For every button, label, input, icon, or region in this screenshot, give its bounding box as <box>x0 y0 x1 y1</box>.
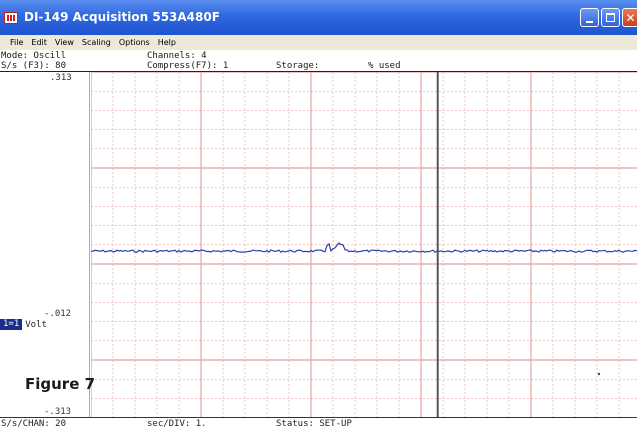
compress-readout[interactable]: Compress(F7): 1 <box>147 61 229 71</box>
channels-readout: Channels: 4 <box>147 51 207 61</box>
title-bar: DI-149 Acquisition 553A480F ✕ <box>0 0 637 35</box>
menu-bar: File Edit View Scaling Options Help <box>0 35 637 50</box>
samples-per-channel: S/s/CHAN: 20 <box>1 419 67 429</box>
sec-per-div: sec/DIV: 1. <box>147 419 207 429</box>
mode-readout: Mode: Oscill <box>1 51 67 61</box>
minimize-icon <box>586 20 593 23</box>
app-grid-icon[interactable] <box>4 12 18 24</box>
close-icon: ✕ <box>625 10 636 25</box>
figure-label: Figure 7 <box>25 375 96 393</box>
maximize-icon <box>606 13 615 22</box>
menu-view[interactable]: View <box>54 38 74 47</box>
maximize-button[interactable] <box>601 8 620 27</box>
status-bar: S/s/CHAN: 20 sec/DIV: 1. Status: SET-UP <box>0 417 637 429</box>
minimize-button[interactable] <box>580 8 599 27</box>
oscilloscope-plot[interactable] <box>91 72 637 417</box>
storage-used-label: % used <box>368 61 401 71</box>
menu-options[interactable]: Options <box>118 38 150 47</box>
menu-file[interactable]: File <box>10 38 24 47</box>
scale-bottom-value: -.313 <box>44 407 72 417</box>
channel-number: 1=1 <box>0 319 23 330</box>
storage-label: Storage: <box>276 61 320 71</box>
marker-dot <box>597 372 601 376</box>
scale-pane: .313 -.012 1=1 Volt -.313 <box>0 72 90 417</box>
window-title: DI-149 Acquisition 553A480F <box>24 10 220 24</box>
sample-rate-readout[interactable]: S/s (F3): 80 <box>1 61 67 71</box>
channel-label[interactable]: 1=1 Volt <box>0 318 48 331</box>
menu-help[interactable]: Help <box>157 38 176 47</box>
plot-canvas <box>91 72 637 417</box>
menu-scaling[interactable]: Scaling <box>81 38 111 47</box>
signal-trace <box>91 242 637 253</box>
scale-top-value: .313 <box>50 73 72 83</box>
status-state: Status: SET-UP <box>276 419 352 429</box>
close-button[interactable]: ✕ <box>622 8 637 27</box>
scale-mid-value: -.012 <box>44 309 72 319</box>
menu-edit[interactable]: Edit <box>31 38 47 47</box>
channel-unit: Volt <box>25 319 47 330</box>
